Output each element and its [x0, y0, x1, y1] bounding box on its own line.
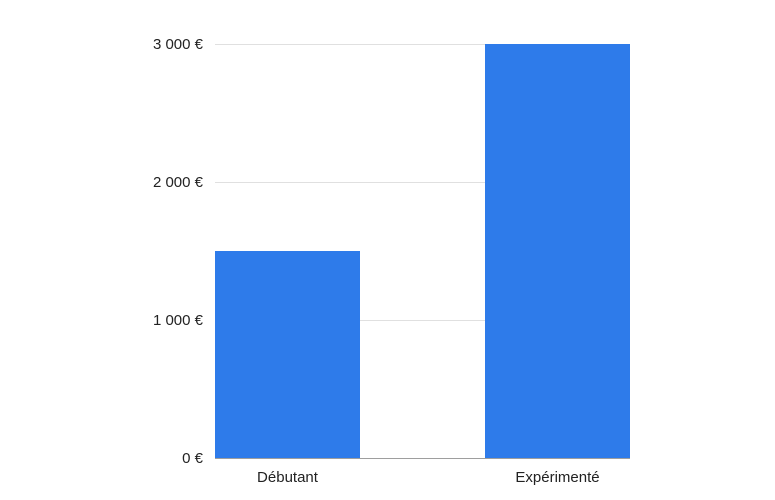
y-tick-label: 1 000 €: [153, 312, 204, 329]
y-tick-label: 0 €: [182, 450, 204, 467]
y-tick-label: 2 000 €: [153, 174, 204, 191]
x-axis-labels: Débutant Expérimenté: [257, 469, 600, 486]
x-category-label: Débutant: [257, 469, 319, 486]
y-axis-ticks: 0 € 1 000 € 2 000 € 3 000 €: [153, 36, 204, 467]
bar-1: [215, 251, 360, 458]
y-tick-label: 3 000 €: [153, 36, 204, 53]
x-category-label: Expérimenté: [515, 469, 599, 486]
bars: [215, 44, 630, 458]
bar-2: [485, 44, 630, 458]
